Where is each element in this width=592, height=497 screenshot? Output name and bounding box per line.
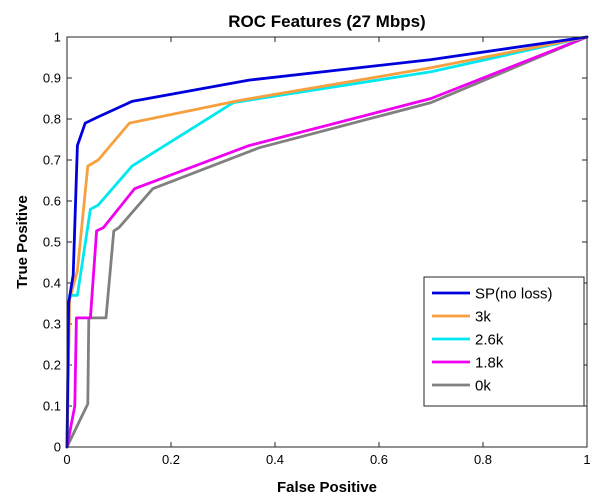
legend-label: 2.6k — [475, 332, 504, 349]
y-tick-label: 0.2 — [43, 358, 61, 373]
series-line-sp-no-loss — [65, 35, 589, 449]
plot-frame — [66, 36, 588, 448]
legend-label: 0k — [475, 378, 491, 395]
y-tick-label: 0 — [54, 440, 61, 455]
legend-label: 1.8k — [475, 355, 504, 372]
series-line-1-8k — [65, 35, 589, 449]
y-tick-label: 0.1 — [43, 399, 61, 414]
chart-title: ROC Features (27 Mbps) — [228, 12, 425, 31]
x-tick-label: 1 — [583, 452, 590, 467]
series-line-2-6k — [65, 35, 589, 449]
x-axis-label: False Positive — [277, 479, 377, 496]
y-tick-label: 1 — [54, 30, 61, 45]
y-tick-label: 0.5 — [43, 235, 61, 250]
x-tick-label: 0.4 — [266, 452, 284, 467]
legend-label: 3k — [475, 309, 491, 326]
legend-label: SP(no loss) — [475, 286, 553, 303]
y-axis-label: True Positive — [14, 195, 31, 288]
x-axis-ticks: 0 0.2 0.4 0.6 0.8 1 — [63, 37, 591, 467]
legend: SP(no loss) 3k 2.6k 1.8k 0k — [423, 276, 585, 407]
series-line-0k — [65, 35, 589, 449]
y-tick-label: 0.4 — [43, 276, 61, 291]
series-lines — [65, 35, 589, 449]
y-tick-label: 0.3 — [43, 317, 61, 332]
x-tick-label: 0.2 — [162, 452, 180, 467]
y-tick-label: 0.8 — [43, 112, 61, 127]
x-tick-label: 0.8 — [474, 452, 492, 467]
y-tick-label: 0.7 — [43, 153, 61, 168]
x-tick-label: 0.6 — [370, 452, 388, 467]
y-tick-label: 0.9 — [43, 71, 61, 86]
y-tick-label: 0.6 — [43, 194, 61, 209]
x-tick-label: 0 — [63, 452, 70, 467]
